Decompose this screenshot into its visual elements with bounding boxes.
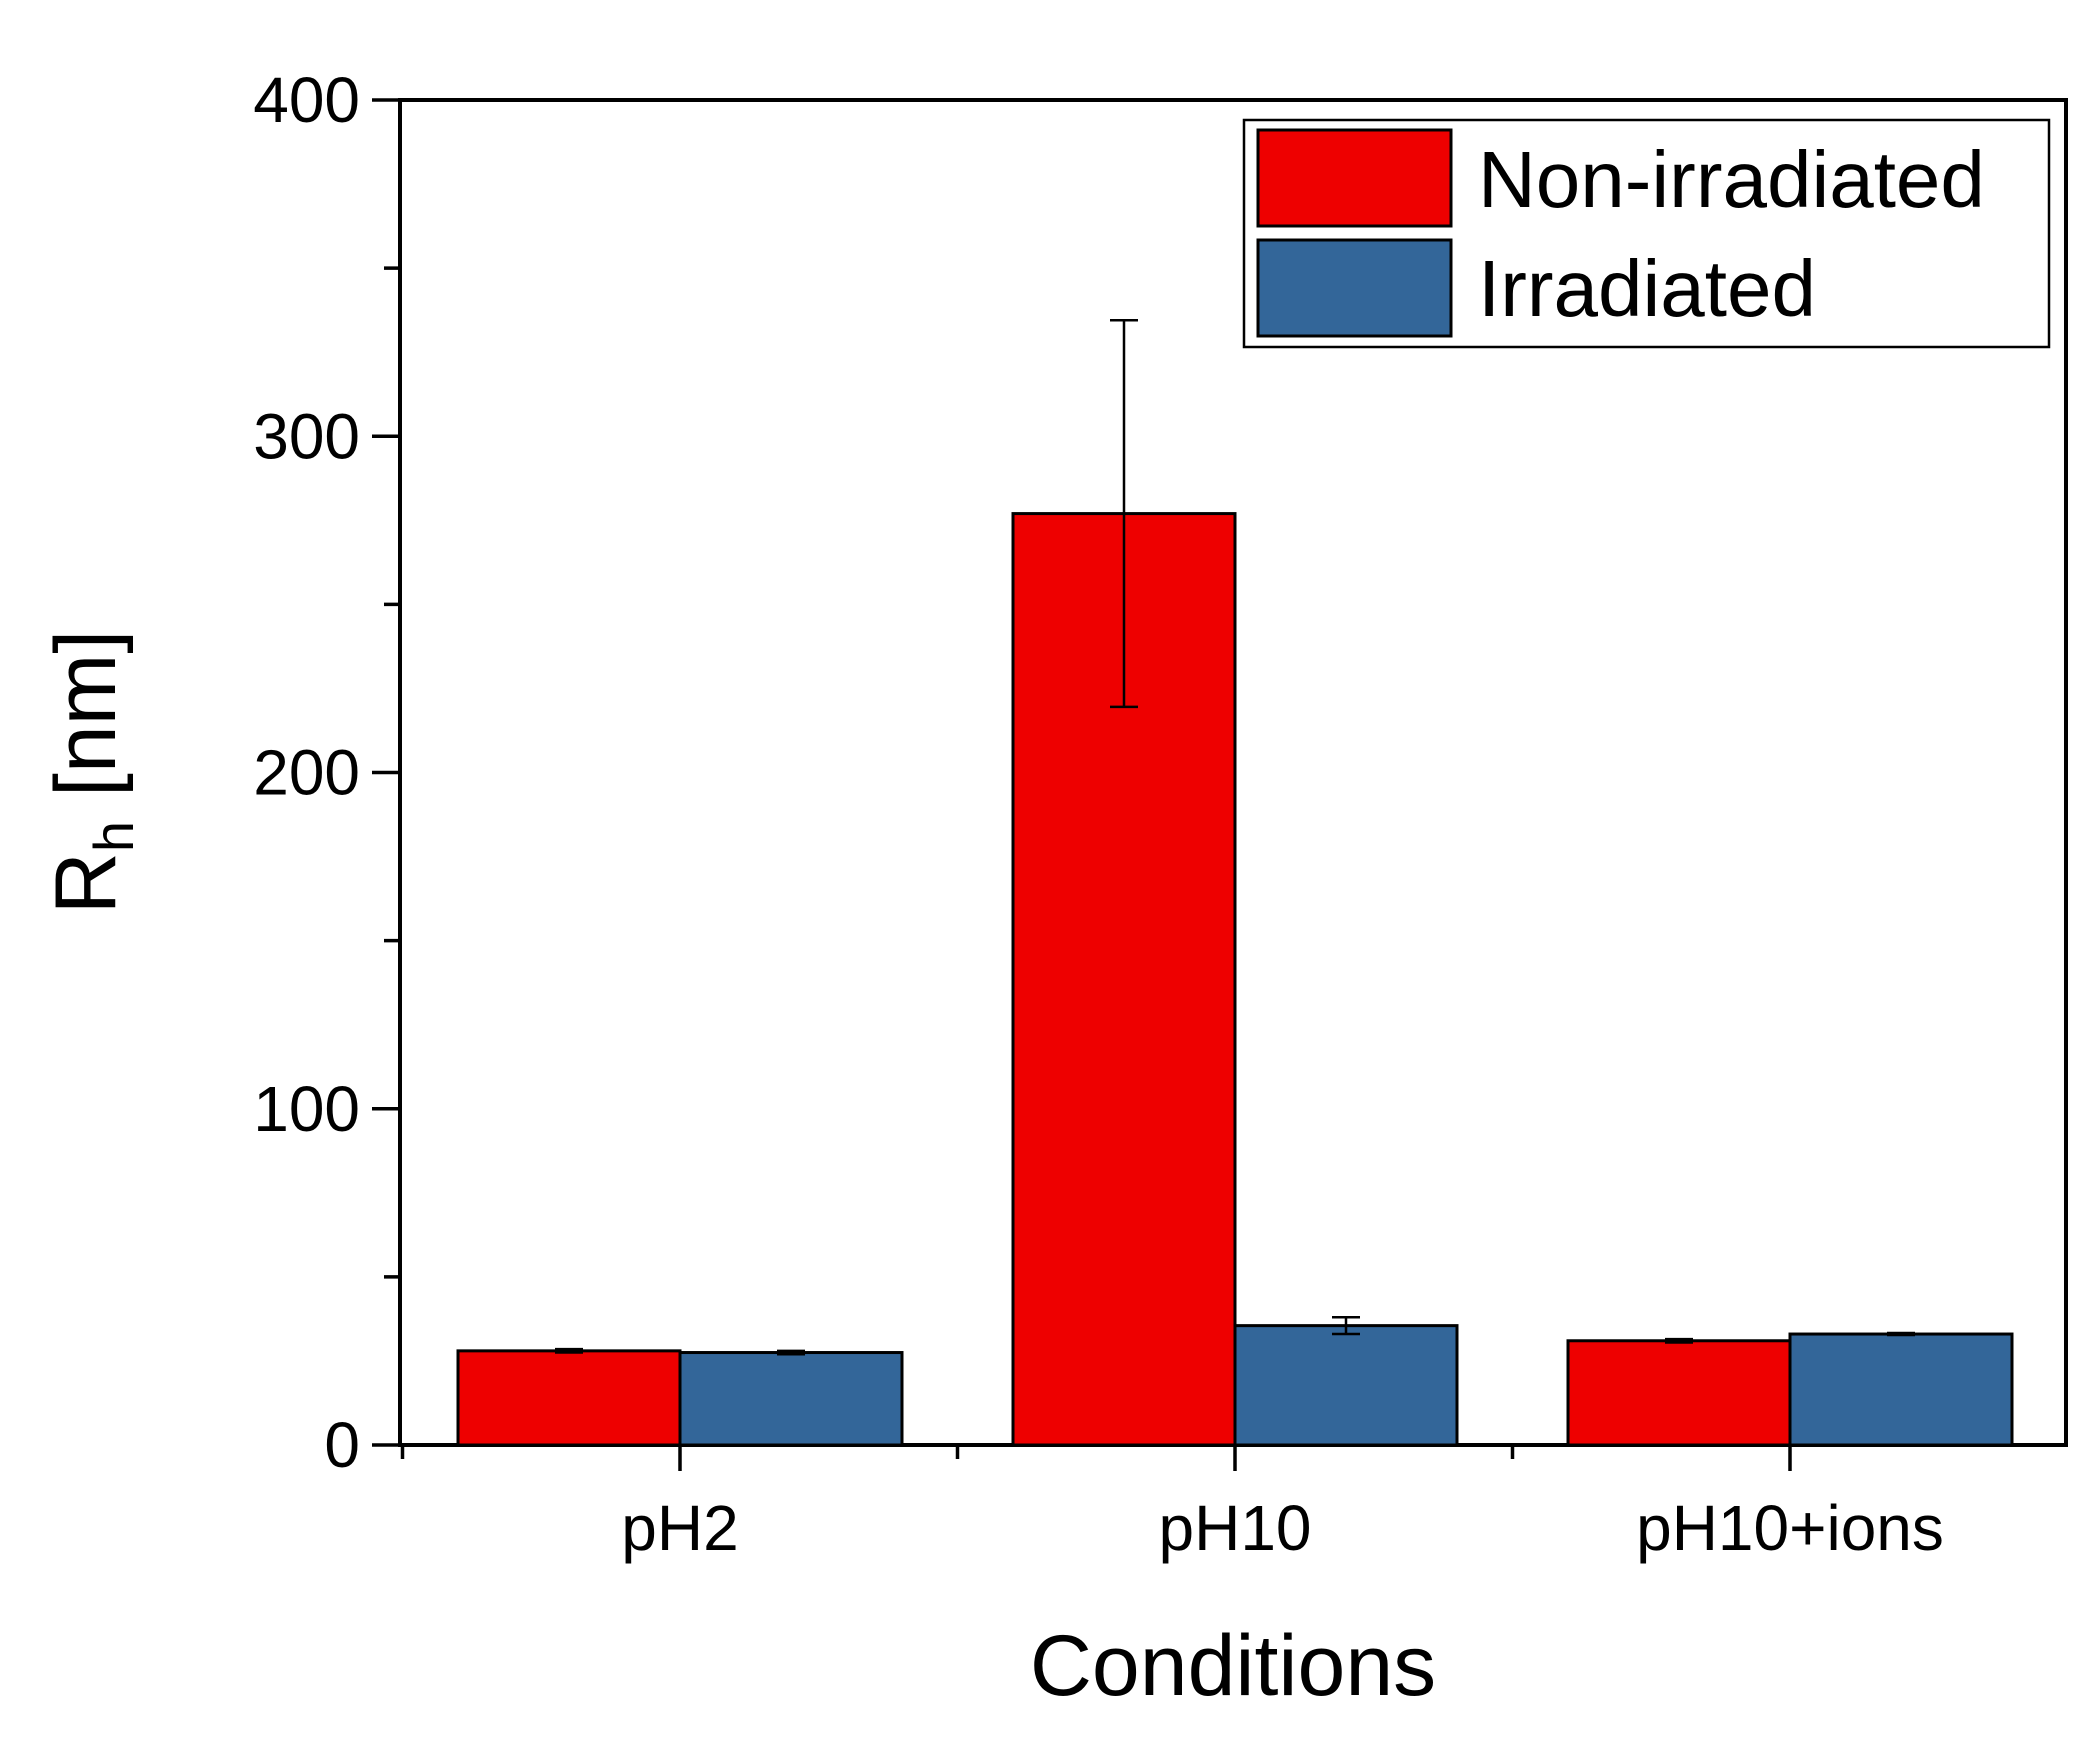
y-axis-title: Rh [nm]: [38, 630, 145, 914]
bars-layer: [456, 512, 2014, 1447]
x-axis: pH2 pH10 pH10+ions: [400, 1445, 1944, 1564]
y-axis-title-main: R: [38, 852, 134, 914]
y-axis-title-subscript: h: [82, 821, 145, 852]
bar-non-irradiated-ph10+ions: [1566, 1339, 1792, 1447]
legend-label-irradiated: Irradiated: [1478, 244, 1816, 333]
y-tick-label: 300: [253, 400, 360, 472]
x-tick-label: pH10: [1159, 1492, 1312, 1564]
error-bar-irradiated-ph2: [777, 1349, 805, 1356]
error-bar-non-irradiated-ph2: [555, 1347, 583, 1354]
bar-non-irradiated-ph2: [456, 1349, 682, 1447]
error-bar-non-irradiated-ph10: [1110, 318, 1138, 709]
legend-label-non-irradiated: Non-irradiated: [1478, 135, 1985, 224]
y-axis-title-unit: [nm]: [38, 630, 134, 821]
x-tick-label: pH10+ions: [1636, 1492, 1944, 1564]
error-bar-irradiated-ph10: [1332, 1315, 1360, 1336]
y-tick-label: 100: [253, 1073, 360, 1145]
legend-swatch-irradiated: [1256, 238, 1453, 338]
bar-irradiated-ph2: [678, 1351, 904, 1447]
error-bars-layer: [555, 318, 1915, 1356]
legend-swatch-non-irradiated: [1256, 128, 1453, 228]
x-tick-label: pH2: [621, 1492, 738, 1564]
y-tick-label: 200: [253, 737, 360, 809]
y-tick-label: 400: [253, 64, 360, 136]
error-bar-non-irradiated-ph10+ions: [1665, 1337, 1693, 1344]
bar-irradiated-ph10+ions: [1788, 1332, 2014, 1447]
bar-irradiated-ph10: [1233, 1324, 1459, 1447]
x-axis-title: Conditions: [1030, 1618, 1436, 1714]
legend: Non-irradiated Irradiated: [1242, 118, 2051, 349]
y-tick-label: 0: [324, 1409, 360, 1481]
error-bar-irradiated-ph10+ions: [1887, 1331, 1915, 1337]
y-axis: 0 100 200 300 400: [253, 64, 400, 1481]
